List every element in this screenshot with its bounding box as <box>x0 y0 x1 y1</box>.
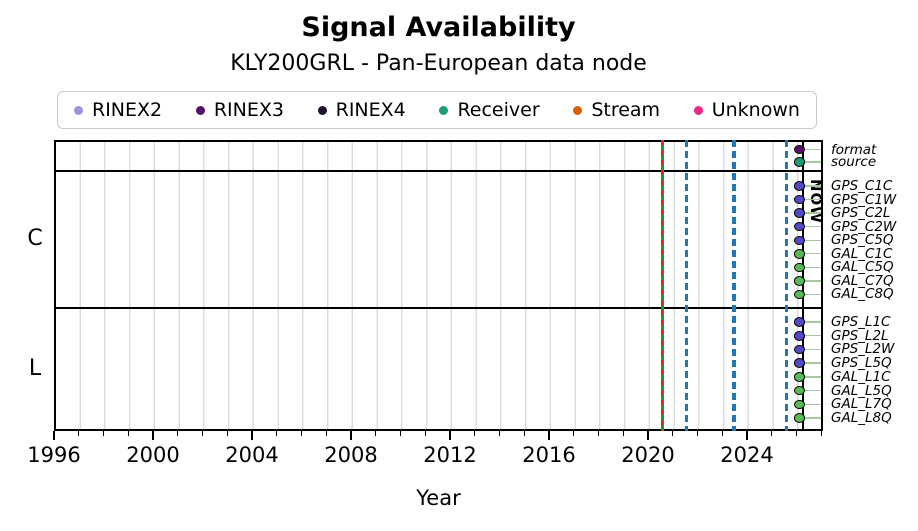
signal-row-label: GAL_C8Q <box>831 286 894 303</box>
x-axis-minor-tick <box>78 431 80 436</box>
x-axis-minor-tick <box>820 431 822 436</box>
legend-marker-icon <box>74 105 83 115</box>
x-axis-minor-tick <box>325 431 327 436</box>
legend-item-stream: Stream <box>573 99 660 121</box>
x-axis-major-tick <box>746 431 748 440</box>
x-axis-tick-label: 2012 <box>423 443 477 467</box>
x-axis-minor-tick <box>771 431 773 436</box>
chart-subtitle: KLY200GRL - Pan-European data node <box>230 51 647 76</box>
chart-title: Signal Availability <box>301 12 576 43</box>
x-axis-minor-tick <box>696 431 699 436</box>
x-axis-tick-label: 2004 <box>225 443 279 467</box>
legend-item-rinex2: RINEX2 <box>74 99 162 121</box>
signal-row-label: GPS_C1C <box>831 178 893 194</box>
signal-row-label: GPS_L5Q <box>831 355 892 372</box>
x-axis-minor-tick <box>622 431 624 436</box>
legend-label: Receiver <box>457 99 540 121</box>
legend-item-rinex3: RINEX3 <box>195 99 284 121</box>
x-axis-minor-tick <box>177 431 179 436</box>
legend-item-unknown: Unknown <box>693 99 800 121</box>
legend-label: RINEX4 <box>335 99 406 121</box>
legend: RINEX2 RINEX3 RINEX4 Receiver Stream Unknown <box>57 91 817 129</box>
x-axis-minor-tick <box>127 431 129 436</box>
x-axis-major-tick <box>647 431 649 440</box>
x-axis-minor-tick <box>597 431 600 436</box>
signal-row-label: GAL_C7Q <box>831 272 894 289</box>
x-axis-tick-label: 1996 <box>27 443 81 467</box>
x-axis-label: Year <box>416 486 461 510</box>
legend-label: RINEX2 <box>92 99 163 121</box>
x-axis-major-tick <box>449 431 451 440</box>
legend-label: Stream <box>591 99 661 121</box>
x-axis-tick-label: 2008 <box>324 443 378 467</box>
legend-item-receiver: Receiver <box>439 99 540 121</box>
x-axis-minor-tick <box>102 431 105 436</box>
x-axis-major-tick <box>350 431 352 440</box>
signal-row-label: GAL_L1C <box>831 368 891 385</box>
signal-row-label: GAL_C5Q <box>831 259 894 276</box>
x-axis-minor-tick <box>375 431 377 436</box>
legend-item-rinex4: RINEX4 <box>317 99 406 121</box>
x-axis-minor-tick <box>795 431 798 436</box>
x-axis-minor-tick <box>672 431 674 436</box>
x-axis-minor-tick <box>201 431 204 436</box>
signal-row-label: GPS_L2L <box>831 327 889 344</box>
legend-marker-icon <box>439 105 449 115</box>
x-axis-minor-tick <box>573 431 575 436</box>
x-axis-minor-tick <box>276 431 278 436</box>
x-axis-major-tick <box>152 431 154 440</box>
x-axis-minor-tick <box>498 431 501 436</box>
x-axis-major-tick <box>53 431 55 440</box>
signal-row-label: GPS_C1W <box>831 191 897 208</box>
signal-row-label: GAL_L7Q <box>831 396 892 413</box>
x-axis-minor-tick <box>399 431 402 436</box>
signal-row-label: GPS_C2L <box>831 205 891 222</box>
x-axis-minor-tick <box>226 431 228 436</box>
signal-row-label: GAL_C1C <box>831 245 893 262</box>
legend-marker-icon <box>573 105 583 115</box>
legend-label: Unknown <box>711 99 800 121</box>
x-axis-minor-tick <box>474 431 476 436</box>
legend-marker-icon <box>195 105 205 115</box>
x-axis-minor-tick <box>721 431 723 436</box>
signal-row-label: GAL_L5Q <box>831 382 892 399</box>
signal-row-label: GPS_C2W <box>831 218 897 235</box>
signal-row-label: format <box>831 141 877 158</box>
section-label-c: C <box>27 226 43 251</box>
x-axis-major-tick <box>251 431 253 440</box>
x-axis-tick-label: 2020 <box>621 443 675 467</box>
legend-marker-icon <box>317 105 327 115</box>
x-axis-tick-label: 2024 <box>720 443 774 467</box>
section-label-l: L <box>28 356 42 381</box>
x-axis-tick-label: 2000 <box>126 443 180 467</box>
signal-row-label: GPS_C5Q <box>831 232 894 249</box>
x-axis-tick-label: 2016 <box>522 443 576 467</box>
x-axis-major-tick <box>548 431 550 440</box>
legend-label: RINEX3 <box>213 99 284 121</box>
x-axis-minor-tick <box>424 431 426 436</box>
signal-row-label: GPS_L1C <box>831 314 891 330</box>
x-axis-minor-tick <box>523 431 525 436</box>
signal-row-label: source <box>831 154 877 170</box>
legend-marker-icon <box>693 105 703 115</box>
x-axis-minor-tick <box>300 431 303 436</box>
signal-row-label: GPS_L2W <box>831 341 895 358</box>
signal-row-label: GAL_L8Q <box>831 410 892 427</box>
plot-area <box>54 140 823 431</box>
